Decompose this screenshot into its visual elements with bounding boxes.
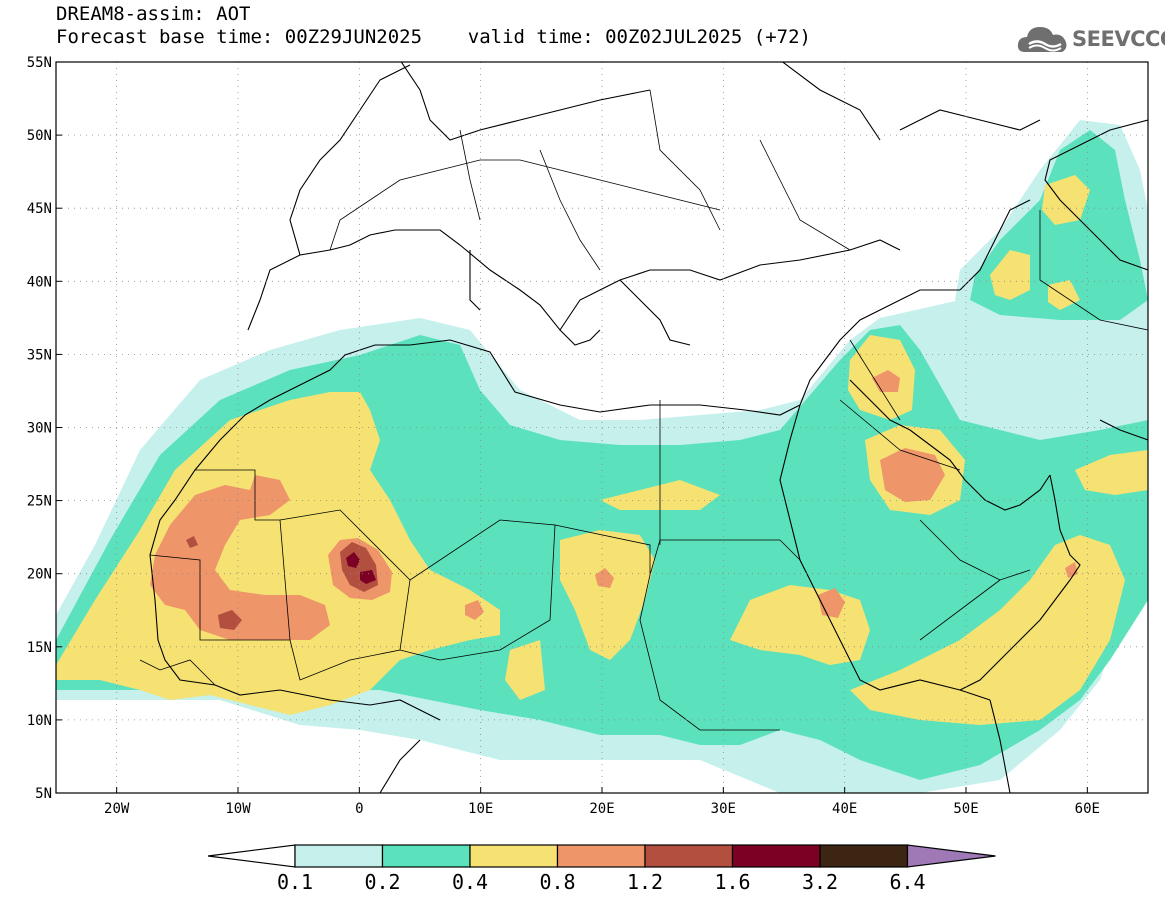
lon-tick-label: 20W — [104, 801, 130, 817]
lat-tick-label: 40N — [27, 274, 52, 290]
axis-ticks — [56, 61, 1088, 794]
lon-axis: 20W 10W 0 10E 20E 30E 40E 50E 60E — [104, 801, 1100, 817]
colorbar-label: 0.4 — [452, 870, 488, 894]
lon-tick-label: 10E — [468, 801, 493, 817]
colorbar-legend: 0.1 0.2 0.4 0.8 1.2 1.6 3.2 6.4 — [207, 844, 996, 894]
colorbar-swatch — [819, 844, 909, 868]
lon-tick-label: 20E — [589, 801, 614, 817]
lat-tick-label: 45N — [27, 201, 52, 217]
colorbar-swatch — [731, 844, 821, 868]
colorbar-label: 0.8 — [539, 870, 575, 894]
lat-tick-label: 15N — [27, 640, 52, 656]
colorbar-swatch — [469, 844, 559, 868]
aot-layer-1.6 — [346, 552, 376, 584]
colorbar-swatch — [294, 844, 384, 868]
colorbar-label: 6.4 — [889, 870, 925, 894]
lat-tick-label: 20N — [27, 567, 52, 583]
colorbar-label: 3.2 — [802, 870, 838, 894]
colorbar-label: 0.1 — [277, 870, 313, 894]
colorbar-over-triangle — [906, 844, 996, 868]
map-title: DREAM8-assim: AOT — [56, 3, 251, 25]
graticule — [56, 62, 1148, 793]
colorbar-swatch — [381, 844, 471, 868]
lat-tick-label: 35N — [27, 347, 52, 363]
aot-layer-0.8 — [150, 370, 1078, 640]
lon-tick-label: 60E — [1075, 801, 1100, 817]
colorbar-under-triangle — [207, 844, 296, 868]
lon-tick-label: 30E — [711, 801, 736, 817]
colorbar-label: 1.2 — [627, 870, 663, 894]
lat-axis: 5N 10N 15N 20N 25N 30N 35N 40N 45N 50N 55N — [27, 55, 52, 802]
colorbar-swatch — [644, 844, 734, 868]
logo-text: SEEVCCC — [1072, 27, 1165, 51]
lon-tick-label: 10W — [225, 801, 251, 817]
lat-tick-label: 50N — [27, 128, 52, 144]
lat-tick-label: 10N — [27, 713, 52, 729]
lon-tick-label: 0 — [355, 801, 363, 817]
lat-tick-label: 30N — [27, 421, 52, 437]
lat-tick-label: 25N — [27, 494, 52, 510]
map-subtitle: Forecast base time: 00Z29JUN2025 valid t… — [56, 26, 811, 48]
colorbar-swatch — [556, 844, 646, 868]
lat-tick-label: 55N — [27, 55, 52, 71]
colorbar-label: 0.2 — [364, 870, 400, 894]
colorbar-label: 1.6 — [714, 870, 750, 894]
lat-tick-label: 5N — [35, 786, 52, 802]
lon-tick-label: 50E — [953, 801, 978, 817]
lon-tick-label: 40E — [832, 801, 857, 817]
seevccc-logo: SEEVCCC — [1017, 22, 1165, 56]
cloud-icon — [1017, 27, 1067, 52]
coastlines — [149, 62, 1148, 793]
